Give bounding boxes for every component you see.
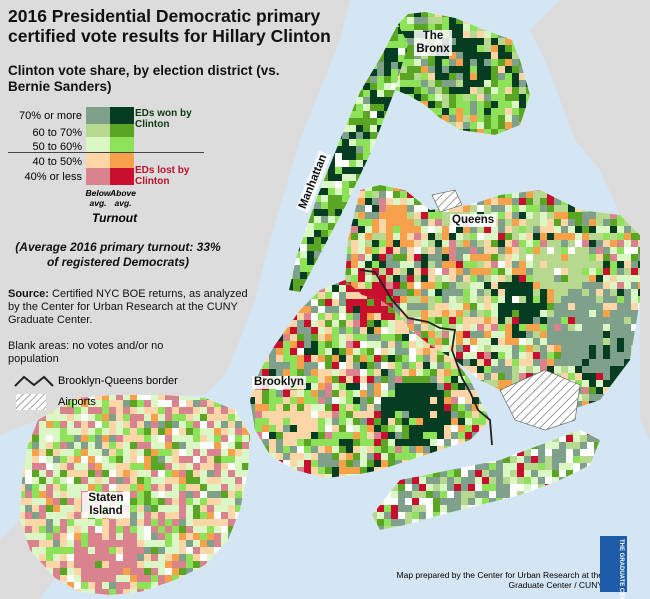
swatch-40-below [86,153,110,170]
border-legend-label: Brooklyn-Queens border [58,375,178,387]
label-brooklyn: Brooklyn [252,376,306,389]
swatch-70-above [110,107,134,124]
nj-southern-land [0,520,55,599]
map-subtitle: Clinton vote share, by election district… [8,63,280,94]
swatch-60-above [110,124,134,141]
airports-legend-label: Airports [58,396,96,408]
logo-text: THE GRADUATE CENTER CITY UNIVERSITY OF N… [618,539,624,599]
westchester-nassau-land [530,0,650,440]
swatch-70-below [86,107,110,124]
airport-legend-icon [16,394,46,410]
legend-row-label: 40 to 50% [32,156,82,168]
border-legend-icon [14,375,54,387]
legend-row-label: 50 to 60% [32,141,82,153]
swatch-lt40-below [86,168,110,185]
label-the-bronx: The Bronx [414,30,452,56]
source-text: Certified NYC BOE returns, as analyzed b… [8,288,248,326]
map-credit: Map prepared by the Center for Urban Res… [396,570,603,590]
legend-row-label: 60 to 70% [32,127,82,139]
below-avg-label: Below avg. [85,188,111,208]
legend-row-label: 40% or less [24,171,82,183]
legend-row-label: 70% or more [19,110,82,122]
swatch-lt40-above [110,168,134,185]
blank-areas-note: Blank areas: no votes and/or no populati… [8,340,164,365]
average-turnout-note: (Average 2016 primary turnout: 33% of re… [15,240,221,269]
source-note: Source: Certified NYC BOE returns, as an… [8,288,258,327]
legend-divider [8,152,204,153]
won-label: EDs won by Clinton [135,108,192,130]
label-staten-island: Staten Island [82,492,130,518]
source-label: Source: [8,288,49,300]
page-title: 2016 Presidential Democratic primary cer… [8,6,331,46]
laguardia-airport [431,189,463,213]
above-avg-label: Above avg. [110,188,136,208]
swatch-50-above [110,137,134,154]
graduate-center-logo: THE GRADUATE CENTER CITY UNIVERSITY OF N… [600,536,627,599]
label-queens: Queens [450,214,497,227]
swatch-50-below [86,137,110,154]
swatch-60-below [86,124,110,141]
turnout-label: Turnout [92,211,138,225]
brooklyn-queens-border [359,269,493,446]
jfk-airport [499,369,581,431]
swatch-40-above [110,153,134,170]
lost-label: EDs lost by Clinton [135,165,190,187]
